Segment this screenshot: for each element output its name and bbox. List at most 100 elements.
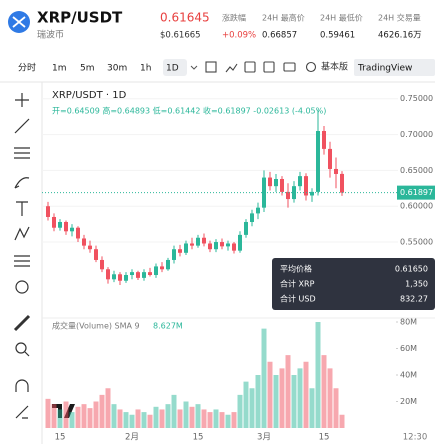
candle-body (286, 191, 290, 200)
tool-zoom[interactable] (15, 342, 27, 354)
tool-channel[interactable] (14, 147, 30, 159)
icon-template (244, 61, 256, 73)
tool-text[interactable] (16, 201, 28, 216)
tooltip-value: 832.27 (400, 295, 428, 304)
volume-bar (141, 412, 147, 428)
interval[interactable]: 1D (166, 64, 179, 74)
interval[interactable]: 分时 (18, 62, 36, 74)
drawing-tools (13, 93, 31, 419)
ohlc-legend: 开=0.64509 高=0.64893 低=0.61442 收=0.61897 … (52, 106, 326, 116)
tool-fib[interactable] (14, 255, 30, 267)
last-price-bg (397, 185, 435, 200)
stat-label: 24H 最低价 (320, 13, 363, 23)
interval[interactable]: 30m (107, 64, 127, 74)
dropdown-icon (190, 65, 198, 70)
candle-body (184, 243, 188, 253)
x-tick-label: 15 (193, 433, 204, 443)
candle-body (160, 266, 164, 270)
candle-body (142, 272, 146, 278)
volume-bar (45, 398, 51, 428)
volume-bar (63, 401, 69, 428)
volume-bar (171, 394, 177, 428)
y-tick-label: 0.65000 (400, 166, 433, 175)
volume-bar (243, 381, 249, 428)
tool-zoom-handle[interactable] (24, 351, 30, 357)
interval[interactable]: 1h (140, 64, 151, 74)
volume-legend: 成交量(Volume) SMA 9 (52, 321, 140, 331)
volume-bar (237, 394, 243, 428)
x-tick-label: 2月 (125, 433, 139, 443)
volume-bar (225, 414, 231, 428)
stat-label: 24H 交易量 (378, 13, 421, 23)
stats: 涨跌幅 +0.09% 24H 最高价 0.66857 24H 最低价 0.59461 24H… (222, 13, 422, 41)
candle-body (322, 130, 326, 149)
tool-brush[interactable] (14, 177, 30, 189)
volume-sma: 8.627M (153, 322, 183, 331)
view-label[interactable]: TradingView (357, 64, 412, 74)
volume-bar (267, 361, 273, 428)
volume-bar (291, 375, 297, 428)
tool-line[interactable] (14, 118, 30, 134)
stat-value: 4626.16万 (378, 31, 422, 41)
chart-title: XRP/USDT · 1D (52, 90, 127, 101)
candle-body (328, 148, 332, 169)
tool-magnet[interactable] (15, 379, 29, 392)
toolbar-icons (205, 61, 317, 73)
volume-bar (279, 368, 285, 428)
volume-bar (129, 414, 135, 428)
candle-body (124, 275, 128, 281)
volume-bar (147, 414, 153, 428)
candle-body (340, 173, 344, 193)
interval-selected-bg (163, 59, 187, 76)
candle-body (82, 238, 86, 246)
x-tick-label: 15 (55, 433, 66, 443)
candle-body (172, 249, 176, 260)
tool-lock[interactable] (15, 405, 29, 419)
candle-body (118, 274, 122, 281)
tool-ruler[interactable] (13, 314, 31, 332)
x-tick-label: 3月 (257, 433, 271, 443)
y-tick-label: 0.60000 (400, 202, 433, 211)
tool-pattern[interactable] (14, 226, 30, 241)
candle-body (274, 178, 278, 187)
volume-tick-label: 60M (400, 344, 417, 353)
candle-body (76, 227, 80, 239)
icon-camera (283, 62, 296, 72)
y-tick-label: 0.70000 (400, 130, 433, 139)
tooltip-bg (272, 258, 435, 310)
volume-bar (117, 409, 123, 428)
interval[interactable]: 1m (52, 64, 67, 74)
volume-bar (159, 409, 165, 428)
candle-body (298, 176, 302, 187)
candle-body (94, 249, 98, 260)
candle-body (130, 272, 134, 276)
tool-emoji[interactable] (15, 280, 29, 294)
volume-bar (333, 388, 339, 428)
candle-body (46, 206, 50, 217)
volume-bar (285, 355, 291, 428)
candle-body (256, 207, 260, 214)
candle-body (58, 221, 62, 228)
interval[interactable]: 5m (80, 64, 95, 74)
volume-bar (177, 409, 183, 428)
tool-cross[interactable] (15, 93, 29, 107)
price: 0.61645 (160, 11, 210, 25)
volume-bar (93, 401, 99, 428)
view-toggle-bg[interactable] (354, 59, 435, 76)
x-tick-label: 15 (319, 433, 330, 443)
volume-bar (207, 412, 213, 428)
volume-bar (189, 406, 195, 428)
volume-bar (231, 412, 237, 428)
volume-bar (69, 412, 75, 428)
coin-name: 瑞波币 (37, 29, 64, 41)
tooltip-label: 合计 USD (280, 294, 316, 304)
volume-tick-label: 20M (400, 397, 417, 406)
volume-bar (87, 408, 93, 428)
candle-body (52, 216, 56, 228)
candle-body (304, 176, 308, 196)
mode-label[interactable]: 基本版 (321, 61, 348, 73)
candle-body (316, 130, 320, 192)
volume-bar (75, 406, 81, 428)
candle-body (214, 242, 218, 250)
candle-body (244, 221, 248, 235)
